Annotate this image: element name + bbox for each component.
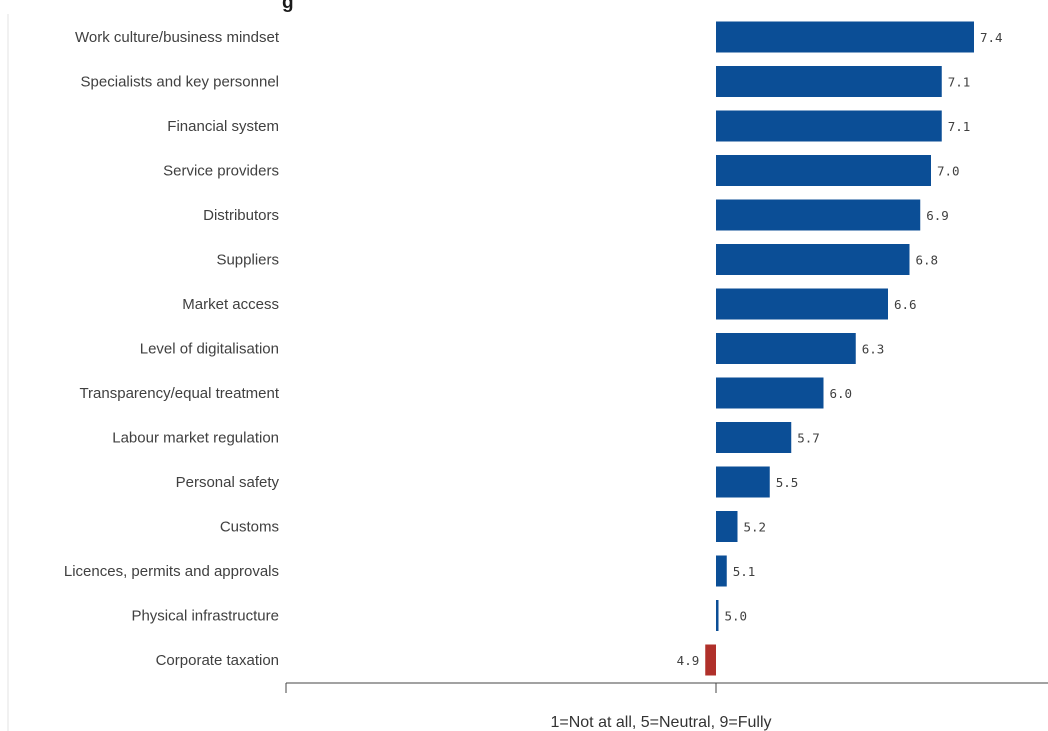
value-label: 7.0 bbox=[937, 164, 960, 179]
bar[interactable] bbox=[705, 645, 716, 676]
value-label: 7.4 bbox=[980, 30, 1003, 45]
category-label: Personal safety bbox=[176, 474, 280, 491]
value-label: 5.1 bbox=[733, 564, 756, 579]
value-label: 5.7 bbox=[797, 431, 820, 446]
value-label: 7.1 bbox=[948, 75, 971, 90]
bar[interactable] bbox=[716, 467, 770, 498]
value-label: 6.3 bbox=[862, 342, 885, 357]
value-label: 6.8 bbox=[916, 253, 939, 268]
bar[interactable] bbox=[716, 200, 920, 231]
category-label: Specialists and key personnel bbox=[81, 74, 279, 91]
value-label: 5.5 bbox=[776, 475, 799, 490]
bar[interactable] bbox=[716, 289, 888, 320]
value-label: 6.0 bbox=[830, 386, 853, 401]
bar[interactable] bbox=[716, 378, 824, 409]
value-label: 6.9 bbox=[926, 208, 949, 223]
category-label: Licences, permits and approvals bbox=[64, 563, 279, 580]
category-label: Distributors bbox=[203, 207, 279, 224]
category-label: Financial system bbox=[167, 118, 279, 135]
bar[interactable] bbox=[716, 333, 856, 364]
category-label: Transparency/equal treatment bbox=[79, 385, 279, 402]
category-label: Physical infrastructure bbox=[131, 608, 279, 625]
bar[interactable] bbox=[716, 511, 738, 542]
value-label: 4.9 bbox=[677, 653, 700, 668]
bar[interactable] bbox=[716, 600, 719, 631]
bar[interactable] bbox=[716, 22, 974, 53]
bar[interactable] bbox=[716, 155, 931, 186]
category-label: Level of digitalisation bbox=[140, 341, 279, 358]
chart-title: g bbox=[282, 0, 294, 13]
bar[interactable] bbox=[716, 556, 727, 587]
category-label: Service providers bbox=[163, 163, 279, 180]
category-label: Corporate taxation bbox=[156, 652, 279, 669]
category-label: Labour market regulation bbox=[112, 430, 279, 447]
value-label: 5.0 bbox=[725, 609, 748, 624]
bar[interactable] bbox=[716, 422, 791, 453]
category-label: Market access bbox=[182, 296, 279, 313]
value-label: 7.1 bbox=[948, 119, 971, 134]
category-label: Work culture/business mindset bbox=[75, 29, 280, 46]
x-axis-label: 1=Not at all, 5=Neutral, 9=Fully bbox=[550, 714, 771, 731]
bar[interactable] bbox=[716, 66, 942, 97]
category-label: Suppliers bbox=[216, 252, 279, 269]
bars-group: Work culture/business mindset 7.4 Speciali… bbox=[64, 22, 1003, 676]
value-label: 5.2 bbox=[744, 520, 767, 535]
bar[interactable] bbox=[716, 244, 910, 275]
bar[interactable] bbox=[716, 111, 942, 142]
x-axis bbox=[286, 683, 1048, 693]
value-label: 6.6 bbox=[894, 297, 917, 312]
category-label: Customs bbox=[220, 519, 279, 536]
